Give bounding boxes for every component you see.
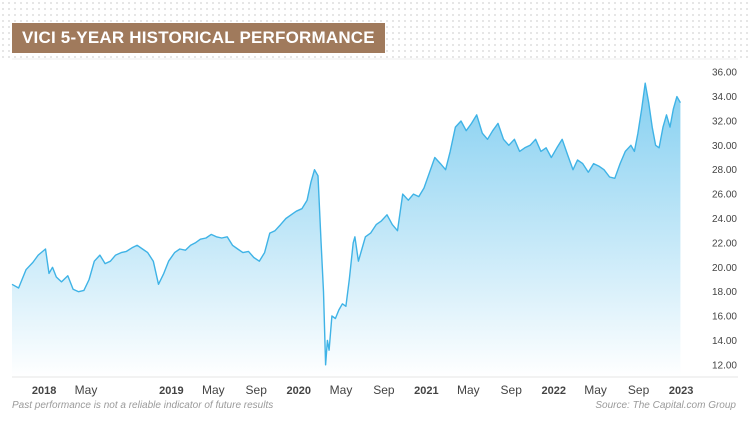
- x-tick-label: 2022: [542, 385, 566, 397]
- y-axis: 12.00 14.00 16.00 18.00 20.00 22.00 24.00 26.00…: [712, 68, 737, 372]
- y-tick-label: 26.00: [712, 190, 737, 201]
- x-tick-label: May: [330, 383, 353, 397]
- y-tick-label: 22.00: [712, 238, 737, 249]
- series-line: [11, 82, 682, 366]
- x-tick-label: Sep: [628, 383, 650, 397]
- y-tick-label: 16.00: [712, 312, 737, 323]
- x-tick-label: May: [202, 383, 225, 397]
- x-tick-label: 2023: [669, 385, 693, 397]
- y-tick-label: 34.00: [712, 92, 737, 103]
- x-tick-label: May: [457, 383, 480, 397]
- y-tick-label: 18.00: [712, 287, 737, 298]
- area-layer: [11, 82, 682, 377]
- y-tick-label: 12.00: [712, 360, 737, 371]
- x-tick-label: 2019: [159, 385, 183, 397]
- y-tick-label: 28.00: [712, 165, 737, 176]
- x-axis: 2018 May 2019 May Sep 2020 May Sep 2021 May Sep 202…: [32, 383, 693, 397]
- x-tick-label: Sep: [501, 383, 523, 397]
- area-fill: [12, 83, 681, 377]
- y-tick-label: 24.00: [712, 214, 737, 225]
- x-tick-label: 2020: [287, 385, 311, 397]
- x-tick-label: 2021: [414, 385, 438, 397]
- x-tick-label: Sep: [246, 383, 268, 397]
- y-tick-label: 20.00: [712, 263, 737, 274]
- x-tick-label: May: [75, 383, 98, 397]
- y-tick-label: 14.00: [712, 336, 737, 347]
- x-tick-label: May: [584, 383, 607, 397]
- x-tick-label: Sep: [373, 383, 395, 397]
- chart-title: VICI 5-YEAR HISTORICAL PERFORMANCE: [12, 23, 385, 53]
- disclaimer-text: Past performance is not a reliable indic…: [12, 400, 274, 411]
- source-text: Source: The Capital.com Group: [595, 400, 736, 411]
- y-tick-label: 36.00: [712, 68, 737, 79]
- y-tick-label: 30.00: [712, 141, 737, 152]
- y-tick-label: 32.00: [712, 117, 737, 128]
- x-tick-label: 2018: [32, 385, 56, 397]
